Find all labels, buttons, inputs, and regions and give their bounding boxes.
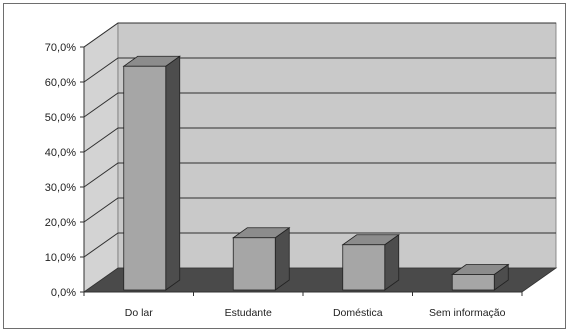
y-tick-label: 40,0% [45,147,76,159]
gridline [83,232,556,258]
y-tick-label: 20,0% [45,217,76,229]
x-axis: Do lar Estudante Doméstica Sem informação [83,291,523,319]
bar-front [232,237,276,291]
bar-front [123,65,167,291]
gridline [83,197,556,223]
gridlines [83,22,556,258]
bar [122,55,181,291]
y-tick-label: 70,0% [45,42,76,54]
x-category-label: Do lar [125,307,154,319]
gridline [83,162,556,188]
y-tick-label: 10,0% [45,252,76,264]
x-category-label: Doméstica [333,307,383,319]
gridline [83,127,556,153]
bars [122,55,510,291]
bar [232,226,291,291]
x-category-label: Sem informação [429,307,506,319]
y-tick-label: 50,0% [45,112,76,124]
y-tick-label: 60,0% [45,77,76,89]
gridline [83,57,556,83]
bar-front [451,274,495,291]
x-category-label: Estudante [225,307,272,319]
bar [341,233,400,291]
y-tick-label: 0,0% [51,287,76,299]
y-tick-label: 30,0% [45,182,76,194]
bar [451,263,510,291]
bar-side [165,55,181,291]
bar-front [342,244,386,291]
chart-walls [83,22,557,293]
back-wall [117,22,557,269]
side-wall [83,22,119,293]
gridline [83,22,556,48]
bar-side [274,226,290,291]
y-axis: 0,0% 10,0% 20,0% 30,0% 40,0% 50,0% 60,0% 70,0% [45,42,85,299]
gridline [83,92,556,118]
